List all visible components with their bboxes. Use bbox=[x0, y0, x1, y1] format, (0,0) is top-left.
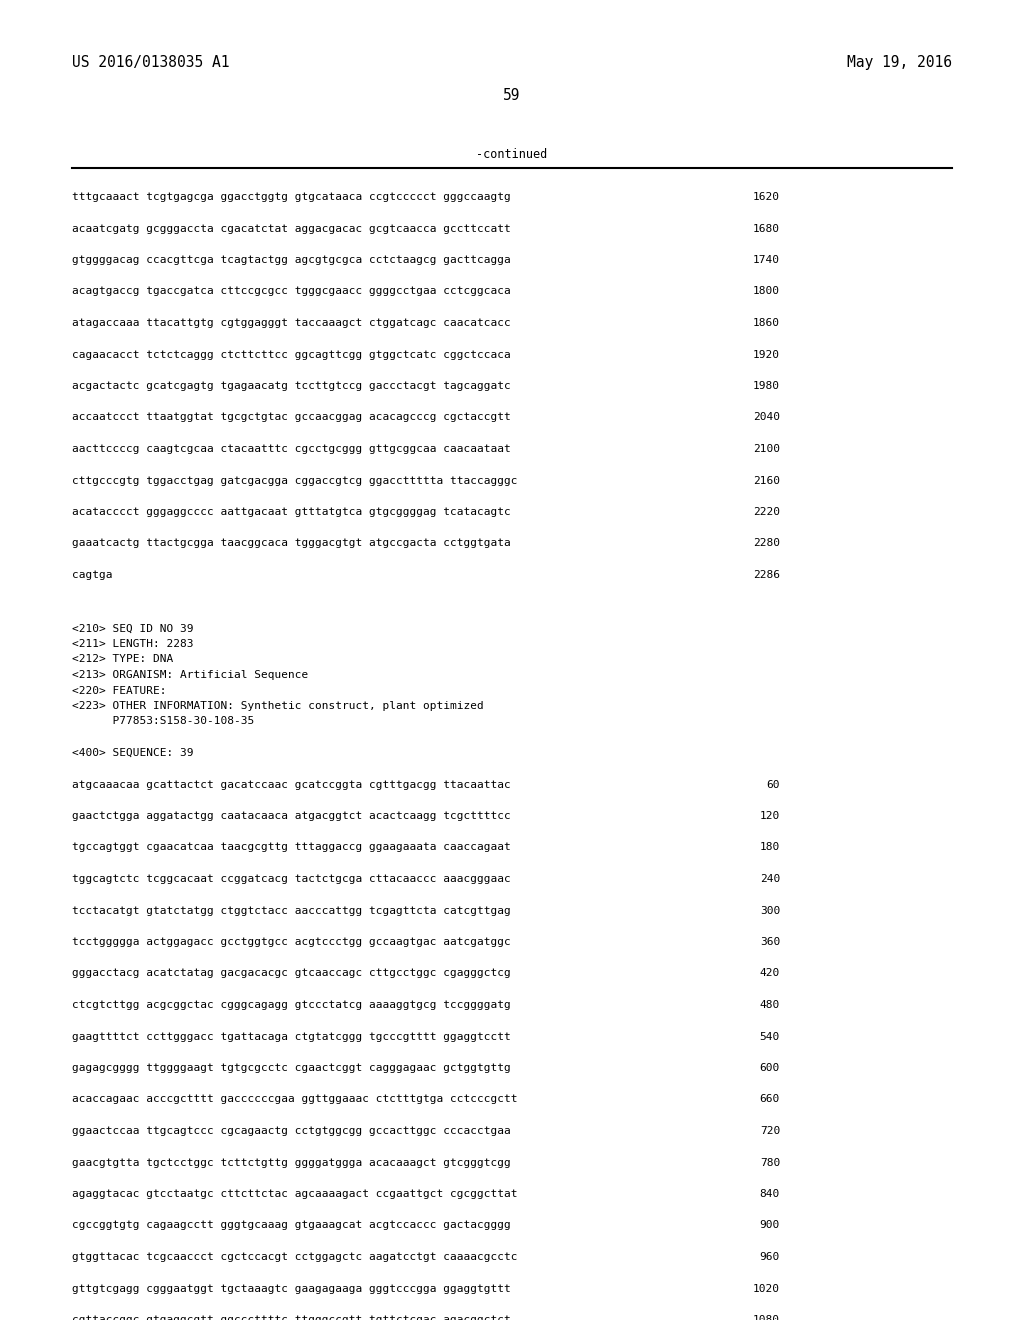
Text: 720: 720 bbox=[760, 1126, 780, 1137]
Text: -continued: -continued bbox=[476, 148, 548, 161]
Text: 2160: 2160 bbox=[753, 475, 780, 486]
Text: 1860: 1860 bbox=[753, 318, 780, 327]
Text: 59: 59 bbox=[503, 88, 521, 103]
Text: 2286: 2286 bbox=[753, 570, 780, 579]
Text: 960: 960 bbox=[760, 1251, 780, 1262]
Text: <400> SEQUENCE: 39: <400> SEQUENCE: 39 bbox=[72, 748, 194, 758]
Text: P77853:S158-30-108-35: P77853:S158-30-108-35 bbox=[72, 717, 254, 726]
Text: 2040: 2040 bbox=[753, 412, 780, 422]
Text: 1980: 1980 bbox=[753, 381, 780, 391]
Text: acgactactc gcatcgagtg tgagaacatg tccttgtccg gaccctacgt tagcaggatc: acgactactc gcatcgagtg tgagaacatg tccttgt… bbox=[72, 381, 511, 391]
Text: tgccagtggt cgaacatcaa taacgcgttg tttaggaccg ggaagaaata caaccagaat: tgccagtggt cgaacatcaa taacgcgttg tttagga… bbox=[72, 842, 511, 853]
Text: 300: 300 bbox=[760, 906, 780, 916]
Text: 180: 180 bbox=[760, 842, 780, 853]
Text: tttgcaaact tcgtgagcga ggacctggtg gtgcataaca ccgtccccct gggccaagtg: tttgcaaact tcgtgagcga ggacctggtg gtgcata… bbox=[72, 191, 511, 202]
Text: cagtga: cagtga bbox=[72, 570, 113, 579]
Text: cagaacacct tctctcaggg ctcttcttcc ggcagttcgg gtggctcatc cggctccaca: cagaacacct tctctcaggg ctcttcttcc ggcagtt… bbox=[72, 350, 511, 359]
Text: ctcgtcttgg acgcggctac cgggcagagg gtccctatcg aaaaggtgcg tccggggatg: ctcgtcttgg acgcggctac cgggcagagg gtcccta… bbox=[72, 1001, 511, 1010]
Text: atgcaaacaa gcattactct gacatccaac gcatccggta cgtttgacgg ttacaattac: atgcaaacaa gcattactct gacatccaac gcatccg… bbox=[72, 780, 511, 789]
Text: acaatcgatg gcgggaccta cgacatctat aggacgacac gcgtcaacca gccttccatt: acaatcgatg gcgggaccta cgacatctat aggacga… bbox=[72, 223, 511, 234]
Text: acatacccct gggaggcccc aattgacaat gtttatgtca gtgcggggag tcatacagtc: acatacccct gggaggcccc aattgacaat gtttatg… bbox=[72, 507, 511, 517]
Text: 540: 540 bbox=[760, 1031, 780, 1041]
Text: cgttaccggc gtgaggcgtt ggcccttttc ttgggccgtt tgttctcgac agacggctct: cgttaccggc gtgaggcgtt ggcccttttc ttgggcc… bbox=[72, 1315, 511, 1320]
Text: gttgtcgagg cgggaatggt tgctaaagtc gaagagaaga gggtcccgga ggaggtgttt: gttgtcgagg cgggaatggt tgctaaagtc gaagaga… bbox=[72, 1283, 511, 1294]
Text: US 2016/0138035 A1: US 2016/0138035 A1 bbox=[72, 55, 229, 70]
Text: aacttccccg caagtcgcaa ctacaatttc cgcctgcggg gttgcggcaa caacaataat: aacttccccg caagtcgcaa ctacaatttc cgcctgc… bbox=[72, 444, 511, 454]
Text: <212> TYPE: DNA: <212> TYPE: DNA bbox=[72, 655, 173, 664]
Text: 840: 840 bbox=[760, 1189, 780, 1199]
Text: gaaatcactg ttactgcgga taacggcaca tgggacgtgt atgccgacta cctggtgata: gaaatcactg ttactgcgga taacggcaca tgggacg… bbox=[72, 539, 511, 549]
Text: agaggtacac gtcctaatgc cttcttctac agcaaaagact ccgaattgct cgcggcttat: agaggtacac gtcctaatgc cttcttctac agcaaaa… bbox=[72, 1189, 517, 1199]
Text: 900: 900 bbox=[760, 1221, 780, 1230]
Text: <210> SEQ ID NO 39: <210> SEQ ID NO 39 bbox=[72, 623, 194, 634]
Text: 600: 600 bbox=[760, 1063, 780, 1073]
Text: gtggttacac tcgcaaccct cgctccacgt cctggagctc aagatcctgt caaaacgcctc: gtggttacac tcgcaaccct cgctccacgt cctggag… bbox=[72, 1251, 517, 1262]
Text: 1920: 1920 bbox=[753, 350, 780, 359]
Text: accaatccct ttaatggtat tgcgctgtac gccaacggag acacagcccg cgctaccgtt: accaatccct ttaatggtat tgcgctgtac gccaacg… bbox=[72, 412, 511, 422]
Text: acaccagaac acccgctttt gaccccccgaa ggttggaaac ctctttgtga cctcccgctt: acaccagaac acccgctttt gaccccccgaa ggttgg… bbox=[72, 1094, 517, 1105]
Text: 480: 480 bbox=[760, 1001, 780, 1010]
Text: gaagttttct ccttgggacc tgattacaga ctgtatcggg tgcccgtttt ggaggtcctt: gaagttttct ccttgggacc tgattacaga ctgtatc… bbox=[72, 1031, 511, 1041]
Text: tcctggggga actggagacc gcctggtgcc acgtccctgg gccaagtgac aatcgatggc: tcctggggga actggagacc gcctggtgcc acgtccc… bbox=[72, 937, 511, 946]
Text: acagtgaccg tgaccgatca cttccgcgcc tgggcgaacc ggggcctgaa cctcggcaca: acagtgaccg tgaccgatca cttccgcgcc tgggcga… bbox=[72, 286, 511, 297]
Text: <220> FEATURE:: <220> FEATURE: bbox=[72, 685, 167, 696]
Text: tcctacatgt gtatctatgg ctggtctacc aacccattgg tcgagttcta catcgttgag: tcctacatgt gtatctatgg ctggtctacc aacccat… bbox=[72, 906, 511, 916]
Text: 780: 780 bbox=[760, 1158, 780, 1167]
Text: 60: 60 bbox=[767, 780, 780, 789]
Text: 360: 360 bbox=[760, 937, 780, 946]
Text: 120: 120 bbox=[760, 810, 780, 821]
Text: 1680: 1680 bbox=[753, 223, 780, 234]
Text: 420: 420 bbox=[760, 969, 780, 978]
Text: <211> LENGTH: 2283: <211> LENGTH: 2283 bbox=[72, 639, 194, 649]
Text: gtggggacag ccacgttcga tcagtactgg agcgtgcgca cctctaagcg gacttcagga: gtggggacag ccacgttcga tcagtactgg agcgtgc… bbox=[72, 255, 511, 265]
Text: 660: 660 bbox=[760, 1094, 780, 1105]
Text: <223> OTHER INFORMATION: Synthetic construct, plant optimized: <223> OTHER INFORMATION: Synthetic const… bbox=[72, 701, 483, 711]
Text: gggacctacg acatctatag gacgacacgc gtcaaccagc cttgcctggc cgagggctcg: gggacctacg acatctatag gacgacacgc gtcaacc… bbox=[72, 969, 511, 978]
Text: 1800: 1800 bbox=[753, 286, 780, 297]
Text: atagaccaaa ttacattgtg cgtggagggt taccaaagct ctggatcagc caacatcacc: atagaccaaa ttacattgtg cgtggagggt taccaaa… bbox=[72, 318, 511, 327]
Text: ggaactccaa ttgcagtccc cgcagaactg cctgtggcgg gccacttggc cccacctgaa: ggaactccaa ttgcagtccc cgcagaactg cctgtgg… bbox=[72, 1126, 511, 1137]
Text: gaacgtgtta tgctcctggc tcttctgttg ggggatggga acacaaagct gtcgggtcgg: gaacgtgtta tgctcctggc tcttctgttg ggggatg… bbox=[72, 1158, 511, 1167]
Text: 1620: 1620 bbox=[753, 191, 780, 202]
Text: 2280: 2280 bbox=[753, 539, 780, 549]
Text: gagagcgggg ttggggaagt tgtgcgcctc cgaactcggt cagggagaac gctggtgttg: gagagcgggg ttggggaagt tgtgcgcctc cgaactc… bbox=[72, 1063, 511, 1073]
Text: cttgcccgtg tggacctgag gatcgacgga cggaccgtcg ggaccttttta ttaccagggc: cttgcccgtg tggacctgag gatcgacgga cggaccg… bbox=[72, 475, 517, 486]
Text: <213> ORGANISM: Artificial Sequence: <213> ORGANISM: Artificial Sequence bbox=[72, 671, 308, 680]
Text: cgccggtgtg cagaagcctt gggtgcaaag gtgaaagcat acgtccaccc gactacgggg: cgccggtgtg cagaagcctt gggtgcaaag gtgaaag… bbox=[72, 1221, 511, 1230]
Text: May 19, 2016: May 19, 2016 bbox=[847, 55, 952, 70]
Text: 2220: 2220 bbox=[753, 507, 780, 517]
Text: gaactctgga aggatactgg caatacaaca atgacggtct acactcaagg tcgcttttcc: gaactctgga aggatactgg caatacaaca atgacgg… bbox=[72, 810, 511, 821]
Text: tggcagtctc tcggcacaat ccggatcacg tactctgcga cttacaaccc aaacgggaac: tggcagtctc tcggcacaat ccggatcacg tactctg… bbox=[72, 874, 511, 884]
Text: 2100: 2100 bbox=[753, 444, 780, 454]
Text: 240: 240 bbox=[760, 874, 780, 884]
Text: 1740: 1740 bbox=[753, 255, 780, 265]
Text: 1020: 1020 bbox=[753, 1283, 780, 1294]
Text: 1080: 1080 bbox=[753, 1315, 780, 1320]
